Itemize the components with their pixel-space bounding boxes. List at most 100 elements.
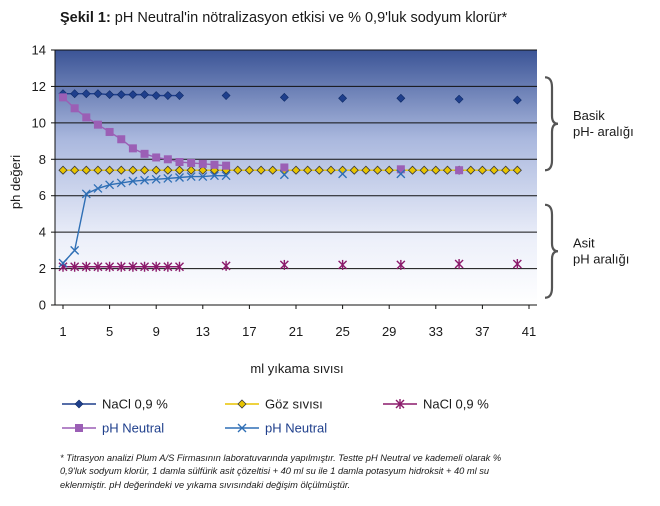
y-axis-label: ph değeri bbox=[8, 155, 23, 209]
footnote: * Titrasyon analizi Plum A/S Firmasının … bbox=[60, 453, 502, 490]
series-5-point-stroke bbox=[81, 189, 91, 199]
series-3-point bbox=[70, 261, 80, 272]
series-2-point bbox=[93, 165, 103, 175]
series-5-point bbox=[396, 169, 406, 179]
series-3-point bbox=[454, 259, 464, 270]
series-5-point-stroke bbox=[58, 258, 68, 268]
series-5-point-stroke bbox=[186, 172, 196, 182]
legend-marker bbox=[237, 399, 247, 409]
series-5-point bbox=[221, 171, 231, 181]
series-2-point bbox=[163, 165, 173, 175]
x-tick-label: 9 bbox=[153, 324, 160, 339]
range-label-2-line2: pH aralığı bbox=[573, 251, 629, 266]
series-4-point bbox=[140, 149, 149, 158]
series-4-point bbox=[175, 158, 184, 167]
series-2-point bbox=[477, 165, 487, 175]
x-tick-label: 13 bbox=[196, 324, 210, 339]
series-5-point-stroke bbox=[70, 245, 80, 255]
series-4-point bbox=[105, 127, 114, 136]
series-2-point bbox=[384, 165, 394, 175]
x-tick-label: 33 bbox=[429, 324, 443, 339]
series-3-point bbox=[151, 261, 161, 272]
series-5-point-stroke bbox=[221, 171, 231, 181]
series-2-point bbox=[81, 165, 91, 175]
x-tick-label: 41 bbox=[522, 324, 536, 339]
series-5-point bbox=[70, 245, 80, 255]
legend-label: NaCl 0,9 % bbox=[423, 397, 489, 412]
series-2-point bbox=[128, 165, 138, 175]
series-5-point bbox=[151, 174, 161, 184]
series-5-point bbox=[198, 172, 208, 182]
series-5-point bbox=[128, 176, 138, 186]
series-1-point bbox=[128, 90, 138, 100]
series-5-point-stroke bbox=[151, 174, 161, 184]
x-tick-label: 5 bbox=[106, 324, 113, 339]
series-2-point bbox=[58, 165, 68, 175]
series-2-point bbox=[105, 165, 115, 175]
x-tick-label: 21 bbox=[289, 324, 303, 339]
series-1-point bbox=[454, 94, 464, 104]
series-1-point bbox=[175, 91, 184, 100]
legend-marker bbox=[75, 424, 83, 432]
x-tick-label: 29 bbox=[382, 324, 396, 339]
series-3-point bbox=[163, 261, 173, 272]
y-tick-label: 6 bbox=[39, 188, 46, 203]
series-5-point-stroke bbox=[163, 173, 173, 183]
series-1-point bbox=[81, 89, 91, 99]
range-label-1-line2: pH- aralığı bbox=[573, 124, 634, 139]
x-axis-label: ml yıkama sıvısı bbox=[250, 361, 343, 376]
series-5-point bbox=[116, 178, 126, 188]
series-5-point bbox=[105, 180, 115, 190]
series-5-point bbox=[175, 173, 184, 182]
series-1-point bbox=[279, 92, 289, 102]
series-2-point bbox=[466, 165, 476, 175]
chart: 0 2 4 6 8 10 12 14 1 5 9 13 17 21 25 29 33 37 41 ph değer… bbox=[8, 43, 634, 436]
series-2-point bbox=[489, 165, 499, 175]
series-4-point bbox=[163, 155, 172, 164]
series-4-point bbox=[93, 120, 102, 129]
range-label-1-line1: Basik bbox=[573, 108, 605, 123]
series-2-point bbox=[244, 165, 254, 175]
series-2-point bbox=[419, 165, 429, 175]
series-3-point bbox=[140, 261, 150, 272]
series-5 bbox=[58, 169, 406, 268]
series-3-point bbox=[128, 261, 138, 272]
series-2-point bbox=[268, 165, 278, 175]
series-5-point-stroke bbox=[198, 172, 208, 182]
series-3-point bbox=[81, 261, 91, 272]
series-1-point bbox=[140, 90, 149, 100]
series-1-point bbox=[512, 95, 522, 105]
series-5-point-stroke bbox=[140, 175, 150, 185]
series-1-point bbox=[70, 89, 80, 99]
legend-label: NaCl 0,9 % bbox=[102, 397, 168, 412]
series-2-point bbox=[198, 165, 208, 175]
figure-title: Şekil 1: pH Neutral'in nötralizasyon etk… bbox=[60, 10, 507, 26]
series-4-point bbox=[152, 153, 161, 162]
legend: NaCl 0,9 % Göz sıvısı NaCl 0,9 % pH Neutral… bbox=[62, 397, 489, 436]
series-4-point bbox=[187, 158, 196, 167]
series-3-point bbox=[105, 261, 115, 272]
series-3-point bbox=[116, 261, 126, 272]
series-4-point bbox=[222, 161, 231, 170]
series-2-point bbox=[372, 165, 383, 175]
series-5-point bbox=[81, 189, 91, 199]
series-3-point bbox=[221, 260, 231, 271]
series-5-point-stroke bbox=[93, 183, 103, 193]
series-1-point bbox=[116, 90, 126, 100]
series-1-point bbox=[163, 91, 173, 100]
legend-item-5: pH Neutral bbox=[225, 421, 327, 436]
series-5-point bbox=[186, 172, 196, 182]
series-5-point bbox=[338, 169, 348, 179]
figure-title-text: pH Neutral'in nötralizasyon etkisi ve % … bbox=[110, 10, 508, 26]
series-5-point-stroke bbox=[396, 169, 406, 179]
series-4-point bbox=[59, 93, 67, 102]
series-2-point bbox=[407, 165, 418, 175]
series-5-point bbox=[58, 258, 68, 268]
series-3-point bbox=[175, 261, 184, 272]
y-axis: 0 2 4 6 8 10 12 14 bbox=[32, 43, 56, 313]
series-4-point bbox=[70, 104, 79, 113]
legend-marker-stroke bbox=[237, 423, 247, 433]
y-tick-label: 4 bbox=[39, 225, 46, 240]
